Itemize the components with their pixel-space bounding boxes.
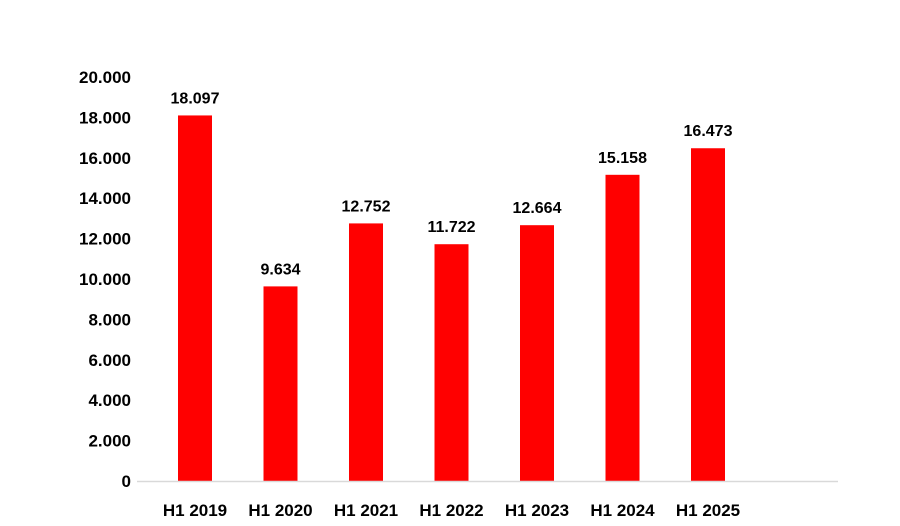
y-tick-label: 14.000 [79,189,131,208]
data-labels: 18.097 9.634 12.752 11.722 12.664 15.158 16.47… [171,90,733,278]
bars [178,115,725,481]
y-tick-label: 12.000 [79,230,131,249]
x-tick-label: H1 2025 [676,501,740,520]
data-label: 15.158 [598,150,647,167]
bar [691,148,725,481]
data-label: 16.473 [684,123,733,140]
x-tick-label: H1 2022 [419,501,483,520]
x-axis-ticks: H1 2019 H1 2020 H1 2021 H1 2022 H1 2023 H1 20… [163,501,740,520]
y-tick-label: 4.000 [88,391,131,410]
bar [178,115,212,481]
x-tick-label: H1 2019 [163,501,227,520]
data-label: 12.752 [342,198,391,215]
y-tick-label: 0 [122,472,131,491]
data-label: 12.664 [513,200,562,217]
data-label: 9.634 [260,261,300,278]
bar [434,244,469,481]
bar [520,225,554,481]
y-tick-label: 10.000 [79,270,131,289]
x-tick-label: H1 2021 [334,501,398,520]
y-tick-label: 20.000 [79,68,131,87]
data-label: 11.722 [427,219,475,236]
bar [349,223,383,481]
bar [263,286,298,481]
y-tick-label: 18.000 [79,108,131,127]
x-tick-label: H1 2023 [505,501,569,520]
x-tick-label: H1 2024 [590,501,655,520]
y-tick-label: 16.000 [79,149,131,168]
data-label: 18.097 [171,90,220,107]
y-axis-ticks: 0 2.000 4.000 6.000 8.000 10.000 12.000 14.000 1… [79,68,131,491]
x-tick-label: H1 2020 [248,501,312,520]
y-tick-label: 8.000 [88,310,131,329]
bar [605,174,640,481]
y-tick-label: 2.000 [88,432,131,451]
y-tick-label: 6.000 [88,351,131,370]
